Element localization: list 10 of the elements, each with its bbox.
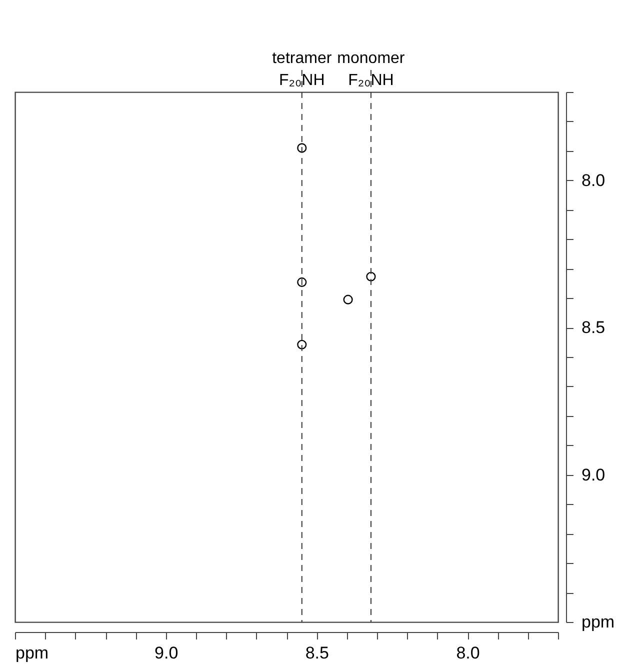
ref-line-label: monomer F₂₀NH xyxy=(337,50,406,89)
ref-line-label: tetramer F₂₀NH xyxy=(272,50,332,89)
y-tick-label: ppm xyxy=(582,612,615,632)
x-tick-label: 8.0 xyxy=(456,644,480,662)
x-tick-label: 8.5 xyxy=(305,644,329,662)
x-tick-label: 9.0 xyxy=(154,644,178,662)
y-tick-label: 8.0 xyxy=(582,170,606,190)
y-tick-label: 8.5 xyxy=(582,318,606,338)
y-tick-label: 9.0 xyxy=(582,465,606,484)
x-tick-label: ppm xyxy=(16,644,49,662)
